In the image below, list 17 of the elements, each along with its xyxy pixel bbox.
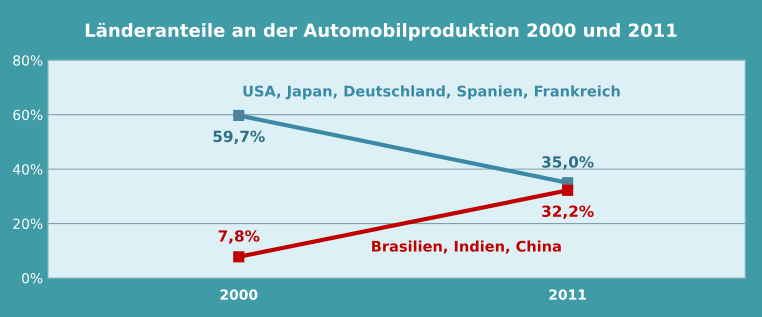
y-tick-label: 80% xyxy=(13,55,42,66)
point xyxy=(233,110,244,122)
data-label: 7,8% xyxy=(218,230,260,244)
x-tick-label: 2000 xyxy=(220,289,258,300)
y-tick-label: 60% xyxy=(13,110,42,120)
y-tick-label: 20% xyxy=(13,218,42,230)
data-label: 59,7% xyxy=(213,130,265,144)
y-tick-label: 40% xyxy=(12,164,42,175)
point xyxy=(233,251,244,262)
chart-title: Länderanteile an der Automobilproduktion 2000 und 2011 xyxy=(86,22,677,41)
point xyxy=(562,184,574,196)
y-tick-label: 0% xyxy=(22,272,42,284)
x-tick-label: 2011 xyxy=(549,289,586,300)
series-label: USA, Japan, Deutschland, Spanien, Frankreich xyxy=(243,85,620,100)
series-label: Brasilien, Indien, China xyxy=(372,240,561,254)
data-label: 32,2% xyxy=(542,205,594,219)
data-label: 35,0% xyxy=(542,156,594,170)
